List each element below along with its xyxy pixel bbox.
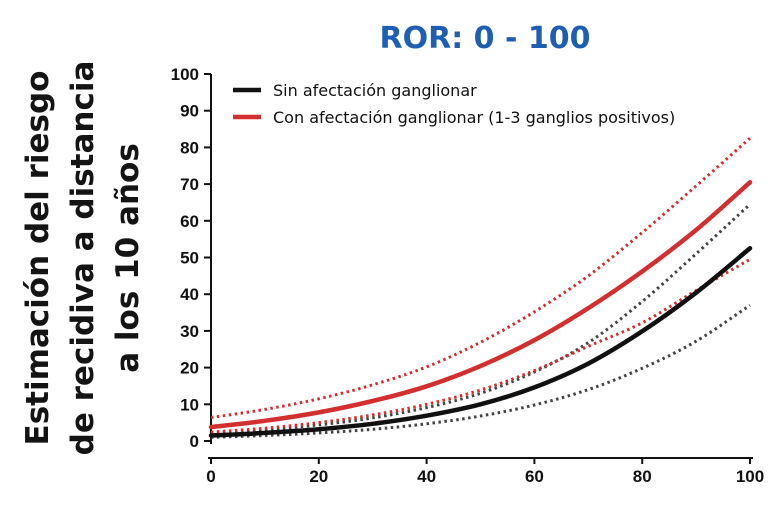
y-tick-label: 10 bbox=[180, 395, 199, 414]
plot-area bbox=[208, 137, 753, 439]
series-4-confidence-band-line bbox=[210, 137, 751, 419]
y-tick-label: 0 bbox=[190, 432, 199, 451]
x-tick-label: 20 bbox=[309, 467, 328, 486]
legend-label: Sin afectación ganglionar bbox=[273, 81, 477, 100]
series-2-confidence-band-line bbox=[210, 303, 751, 439]
series-0-line bbox=[208, 246, 753, 438]
series-5-confidence-band-line bbox=[210, 258, 751, 434]
chart-title: ROR: 0 - 100 bbox=[380, 21, 591, 56]
y-tick-label: 50 bbox=[180, 249, 199, 268]
y-axis-label-line-2: de recidiva a distancia bbox=[65, 61, 101, 456]
legend-label: Con afectación ganglionar (1-3 ganglios … bbox=[273, 108, 675, 127]
x-tick-label: 0 bbox=[206, 467, 215, 486]
x-tick-label: 100 bbox=[736, 467, 764, 486]
y-tick-label: 80 bbox=[180, 138, 199, 157]
series-1-confidence-band-line bbox=[210, 203, 752, 435]
y-tick-label: 20 bbox=[180, 359, 199, 378]
x-tick-label: 40 bbox=[417, 467, 436, 486]
y-axis-label-line-1: Estimación del riesgo bbox=[20, 71, 56, 446]
x-tick-label: 80 bbox=[633, 467, 652, 486]
series-3-line bbox=[208, 180, 753, 430]
y-tick-label: 70 bbox=[180, 175, 199, 194]
y-tick-label: 100 bbox=[171, 65, 199, 84]
y-tick-label: 30 bbox=[180, 322, 199, 341]
axes: 0 10 20 30 40 50 60 70 80 90 100 0 20 40 60 80 100 bbox=[171, 65, 765, 486]
y-axis-label: Estimación del riesgo de recidiva a dist… bbox=[20, 61, 146, 456]
y-tick-label: 90 bbox=[180, 102, 199, 121]
x-tick-label: 60 bbox=[525, 467, 544, 486]
y-tick-label: 60 bbox=[180, 212, 199, 231]
y-axis-label-line-3: a los 10 años bbox=[110, 143, 146, 373]
y-tick-label: 40 bbox=[180, 285, 199, 304]
legend: Sin afectación ganglionar Con afectación … bbox=[233, 81, 675, 127]
